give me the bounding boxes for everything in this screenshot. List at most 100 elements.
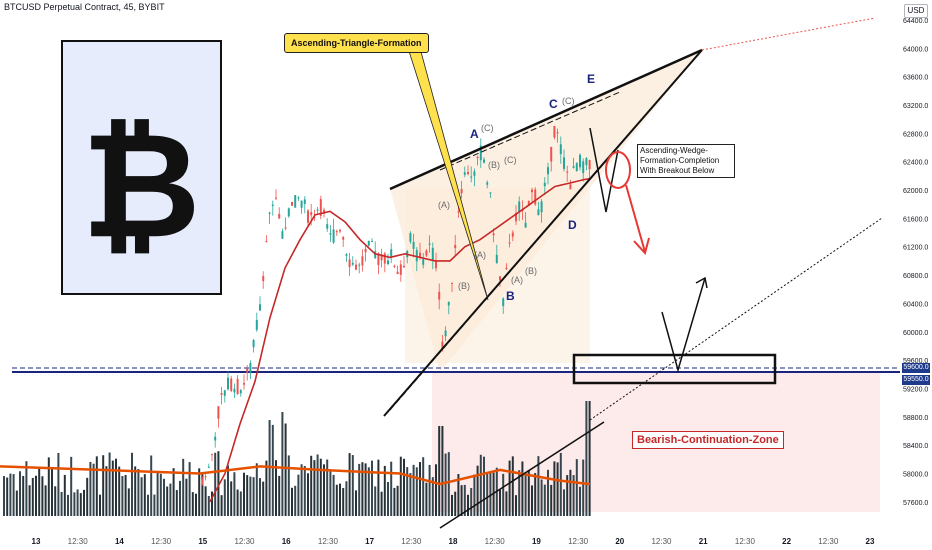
volume-bar [105, 466, 108, 516]
time-tick-label: 12:30 [68, 537, 89, 546]
volume-bar [83, 489, 85, 516]
volume-bar [342, 488, 345, 516]
sub-wave-label: (C) [562, 96, 575, 106]
candle-body [540, 201, 543, 213]
candle-body [524, 222, 527, 228]
candle-body [409, 233, 412, 242]
currency-label[interactable]: USD [904, 4, 928, 18]
volume-bar [121, 476, 124, 516]
sub-wave-label: (C) [481, 123, 494, 133]
volume-bar [303, 466, 306, 516]
volume-bar [511, 456, 514, 516]
candle-body [249, 363, 252, 373]
volume-bar [118, 466, 121, 516]
price-axis[interactable]: 57600.0 58000.0 58400.0 58800.0 59200.0 59600… [903, 18, 928, 507]
svg-text:₿: ₿ [81, 104, 200, 267]
time-tick-label: 18 [449, 537, 458, 546]
volume-bar [467, 494, 469, 516]
volume-bar [108, 452, 111, 516]
volume-bar [262, 481, 265, 516]
candle-body [572, 166, 575, 168]
volume-bar [508, 460, 511, 516]
candle-body [579, 154, 581, 168]
candle-body [217, 406, 220, 419]
volume-bar [153, 494, 156, 516]
candle-body [278, 213, 281, 219]
volume-bar [115, 458, 117, 516]
candle-body [275, 197, 277, 199]
volume-bar [166, 486, 169, 516]
time-tick-label: 20 [615, 537, 624, 546]
volume-bar [217, 451, 220, 516]
volume-bar [92, 463, 95, 516]
volume-bar [76, 489, 79, 516]
candle-body [246, 368, 249, 373]
volume-bar [182, 458, 185, 516]
candle-body [207, 466, 210, 468]
volume-bar [406, 467, 409, 516]
candle-body [479, 145, 482, 161]
breakout-arrow [589, 127, 619, 213]
volume-bar [38, 466, 41, 516]
candle-body [451, 282, 453, 284]
volume-bar [307, 473, 309, 516]
candle-body [297, 197, 300, 199]
sub-wave-label: (A) [511, 275, 523, 285]
candle-body [361, 256, 364, 266]
time-tick-label: 14 [115, 537, 124, 546]
volume-bar [284, 423, 287, 516]
candle-body [355, 264, 357, 270]
candle-body [463, 172, 466, 175]
candle-body [585, 158, 588, 166]
volume-bar [195, 493, 197, 516]
volume-bar [351, 455, 354, 516]
volume-bar [159, 473, 162, 516]
volume-bar [243, 472, 245, 516]
candle-body [211, 453, 213, 455]
lower-projection-line [589, 217, 883, 421]
volume-bar [582, 459, 585, 516]
volume-bar [172, 468, 175, 516]
volume-bar [361, 462, 364, 516]
volume-bar [249, 476, 252, 516]
volume-bar [559, 452, 562, 516]
time-tick-label: 13 [32, 537, 41, 546]
volume-bar [396, 485, 399, 516]
volume-bar [393, 487, 396, 516]
volume-bar [230, 481, 233, 516]
candle-body [345, 254, 348, 256]
candle-body [515, 212, 517, 222]
candle-body [566, 171, 569, 173]
volume-bar [431, 477, 434, 516]
volume-bar [150, 455, 153, 516]
time-axis[interactable]: 13 12:30 14 12:30 15 12:30 16 12:30 17 12:30 18 12:… [32, 537, 875, 546]
candle-body [367, 240, 370, 246]
volume-bar [156, 471, 159, 516]
triangle-upper-line [389, 48, 703, 191]
candle-body [313, 216, 316, 218]
candle-body [489, 192, 492, 194]
candle-body [460, 189, 463, 194]
candle-body [441, 341, 444, 349]
candle-body [230, 378, 233, 391]
volume-bar [377, 459, 380, 516]
bearish-arrow [625, 184, 646, 253]
candle-body [492, 233, 495, 236]
volume-bar [492, 472, 495, 516]
candle-body [575, 163, 578, 172]
volume-bar [79, 493, 82, 516]
volume-bar [438, 426, 441, 516]
volume-bar [412, 464, 415, 516]
volume-bar [579, 486, 581, 516]
time-tick-label: 22 [782, 537, 791, 546]
volume-bar [364, 463, 367, 516]
volume-bar [463, 484, 466, 516]
candle-body [310, 212, 313, 216]
volume-bar [371, 460, 373, 516]
volume-bar [188, 462, 191, 516]
wave-label-a: A [470, 127, 479, 141]
time-tick-label: 23 [866, 537, 875, 546]
time-tick-label: 12:30 [401, 537, 422, 546]
volume-bar [54, 486, 57, 516]
